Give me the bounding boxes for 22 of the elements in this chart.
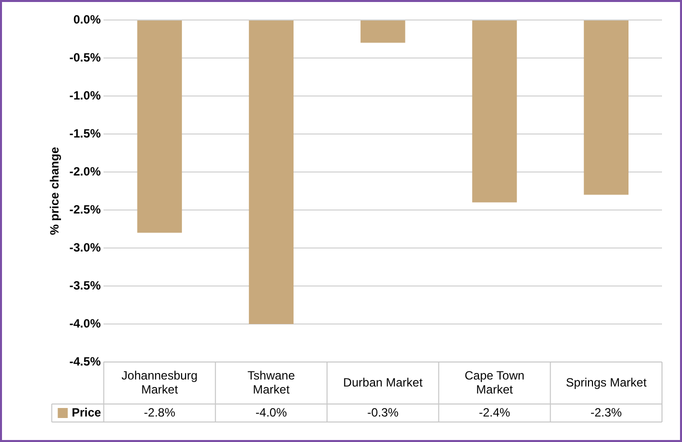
x-tick-label: Johannesburg Market <box>122 368 198 396</box>
text: -2.3% <box>590 405 622 420</box>
y-tick-label: -1.0% <box>69 88 102 102</box>
y-tick-label: -4.5% <box>69 354 102 368</box>
y-tick-label: -2.0% <box>69 164 102 178</box>
y-tick-label: -1.5% <box>69 126 102 140</box>
text: -4.0% <box>256 405 287 420</box>
y-tick-label: -3.0% <box>69 240 102 254</box>
x-tick-label: Durban Market <box>343 375 424 390</box>
text: -0.3% <box>367 405 399 420</box>
text: -2.4% <box>478 405 510 420</box>
x-tick-label: Cape Town Market <box>464 368 524 396</box>
y-tick-label: -4.0% <box>69 316 102 330</box>
y-tick-label: -2.5% <box>69 202 102 216</box>
y-tick-label: -3.5% <box>69 278 102 292</box>
text: -2.8% <box>144 405 176 420</box>
legend-label: Price <box>72 405 102 420</box>
x-tick-label: Springs Market <box>566 375 648 390</box>
y-tick-label: 0.0% <box>73 12 102 26</box>
x-tick-label: Tshwane Market <box>248 368 296 396</box>
y-tick-label: -0.5% <box>69 50 102 64</box>
y-axis-title: % price change <box>48 146 62 236</box>
